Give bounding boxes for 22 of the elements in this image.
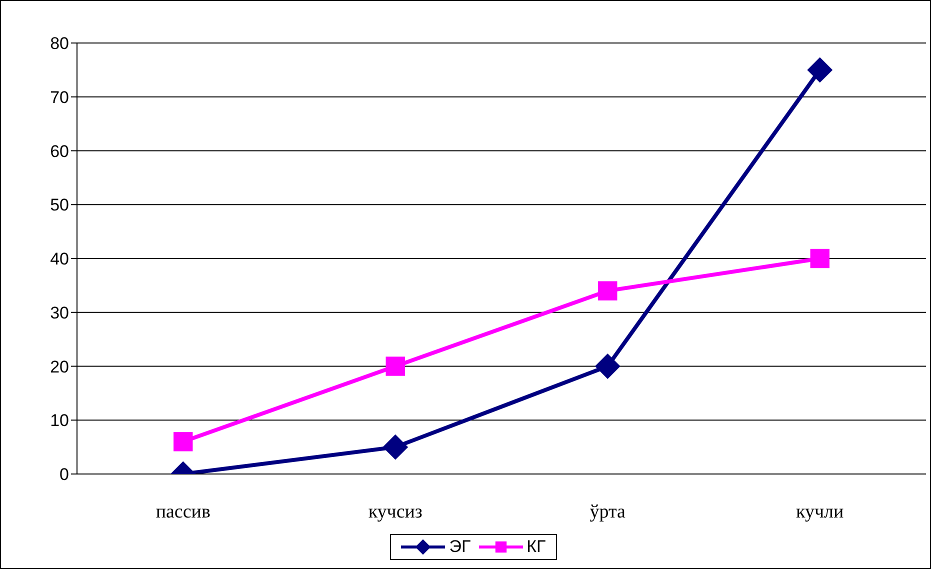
y-tick-label: 0: [60, 465, 69, 484]
point: [382, 434, 408, 460]
y-tick-label: 70: [50, 88, 69, 107]
point: [810, 248, 830, 268]
y-tick-label: 20: [50, 357, 69, 376]
y-tick-label: 50: [50, 196, 69, 215]
point: [598, 281, 618, 300]
x-tick-label: кучсиз: [368, 501, 422, 522]
y-tick-label: 60: [50, 142, 69, 161]
point: [386, 356, 405, 376]
point: [595, 354, 620, 379]
y-tick-label: 30: [50, 303, 69, 322]
y-tick-label: 40: [50, 250, 69, 269]
legend-label: ЭГ: [449, 537, 471, 557]
y-tick-label: 10: [50, 411, 69, 430]
legend-label: КГ: [526, 537, 546, 557]
x-tick-label: кучли: [796, 501, 844, 522]
x-tick-label: ўрта: [590, 501, 626, 522]
point: [807, 57, 832, 82]
point: [174, 432, 193, 452]
x-tick-label: пассив: [156, 501, 210, 522]
y-tick-label: 80: [50, 34, 69, 54]
